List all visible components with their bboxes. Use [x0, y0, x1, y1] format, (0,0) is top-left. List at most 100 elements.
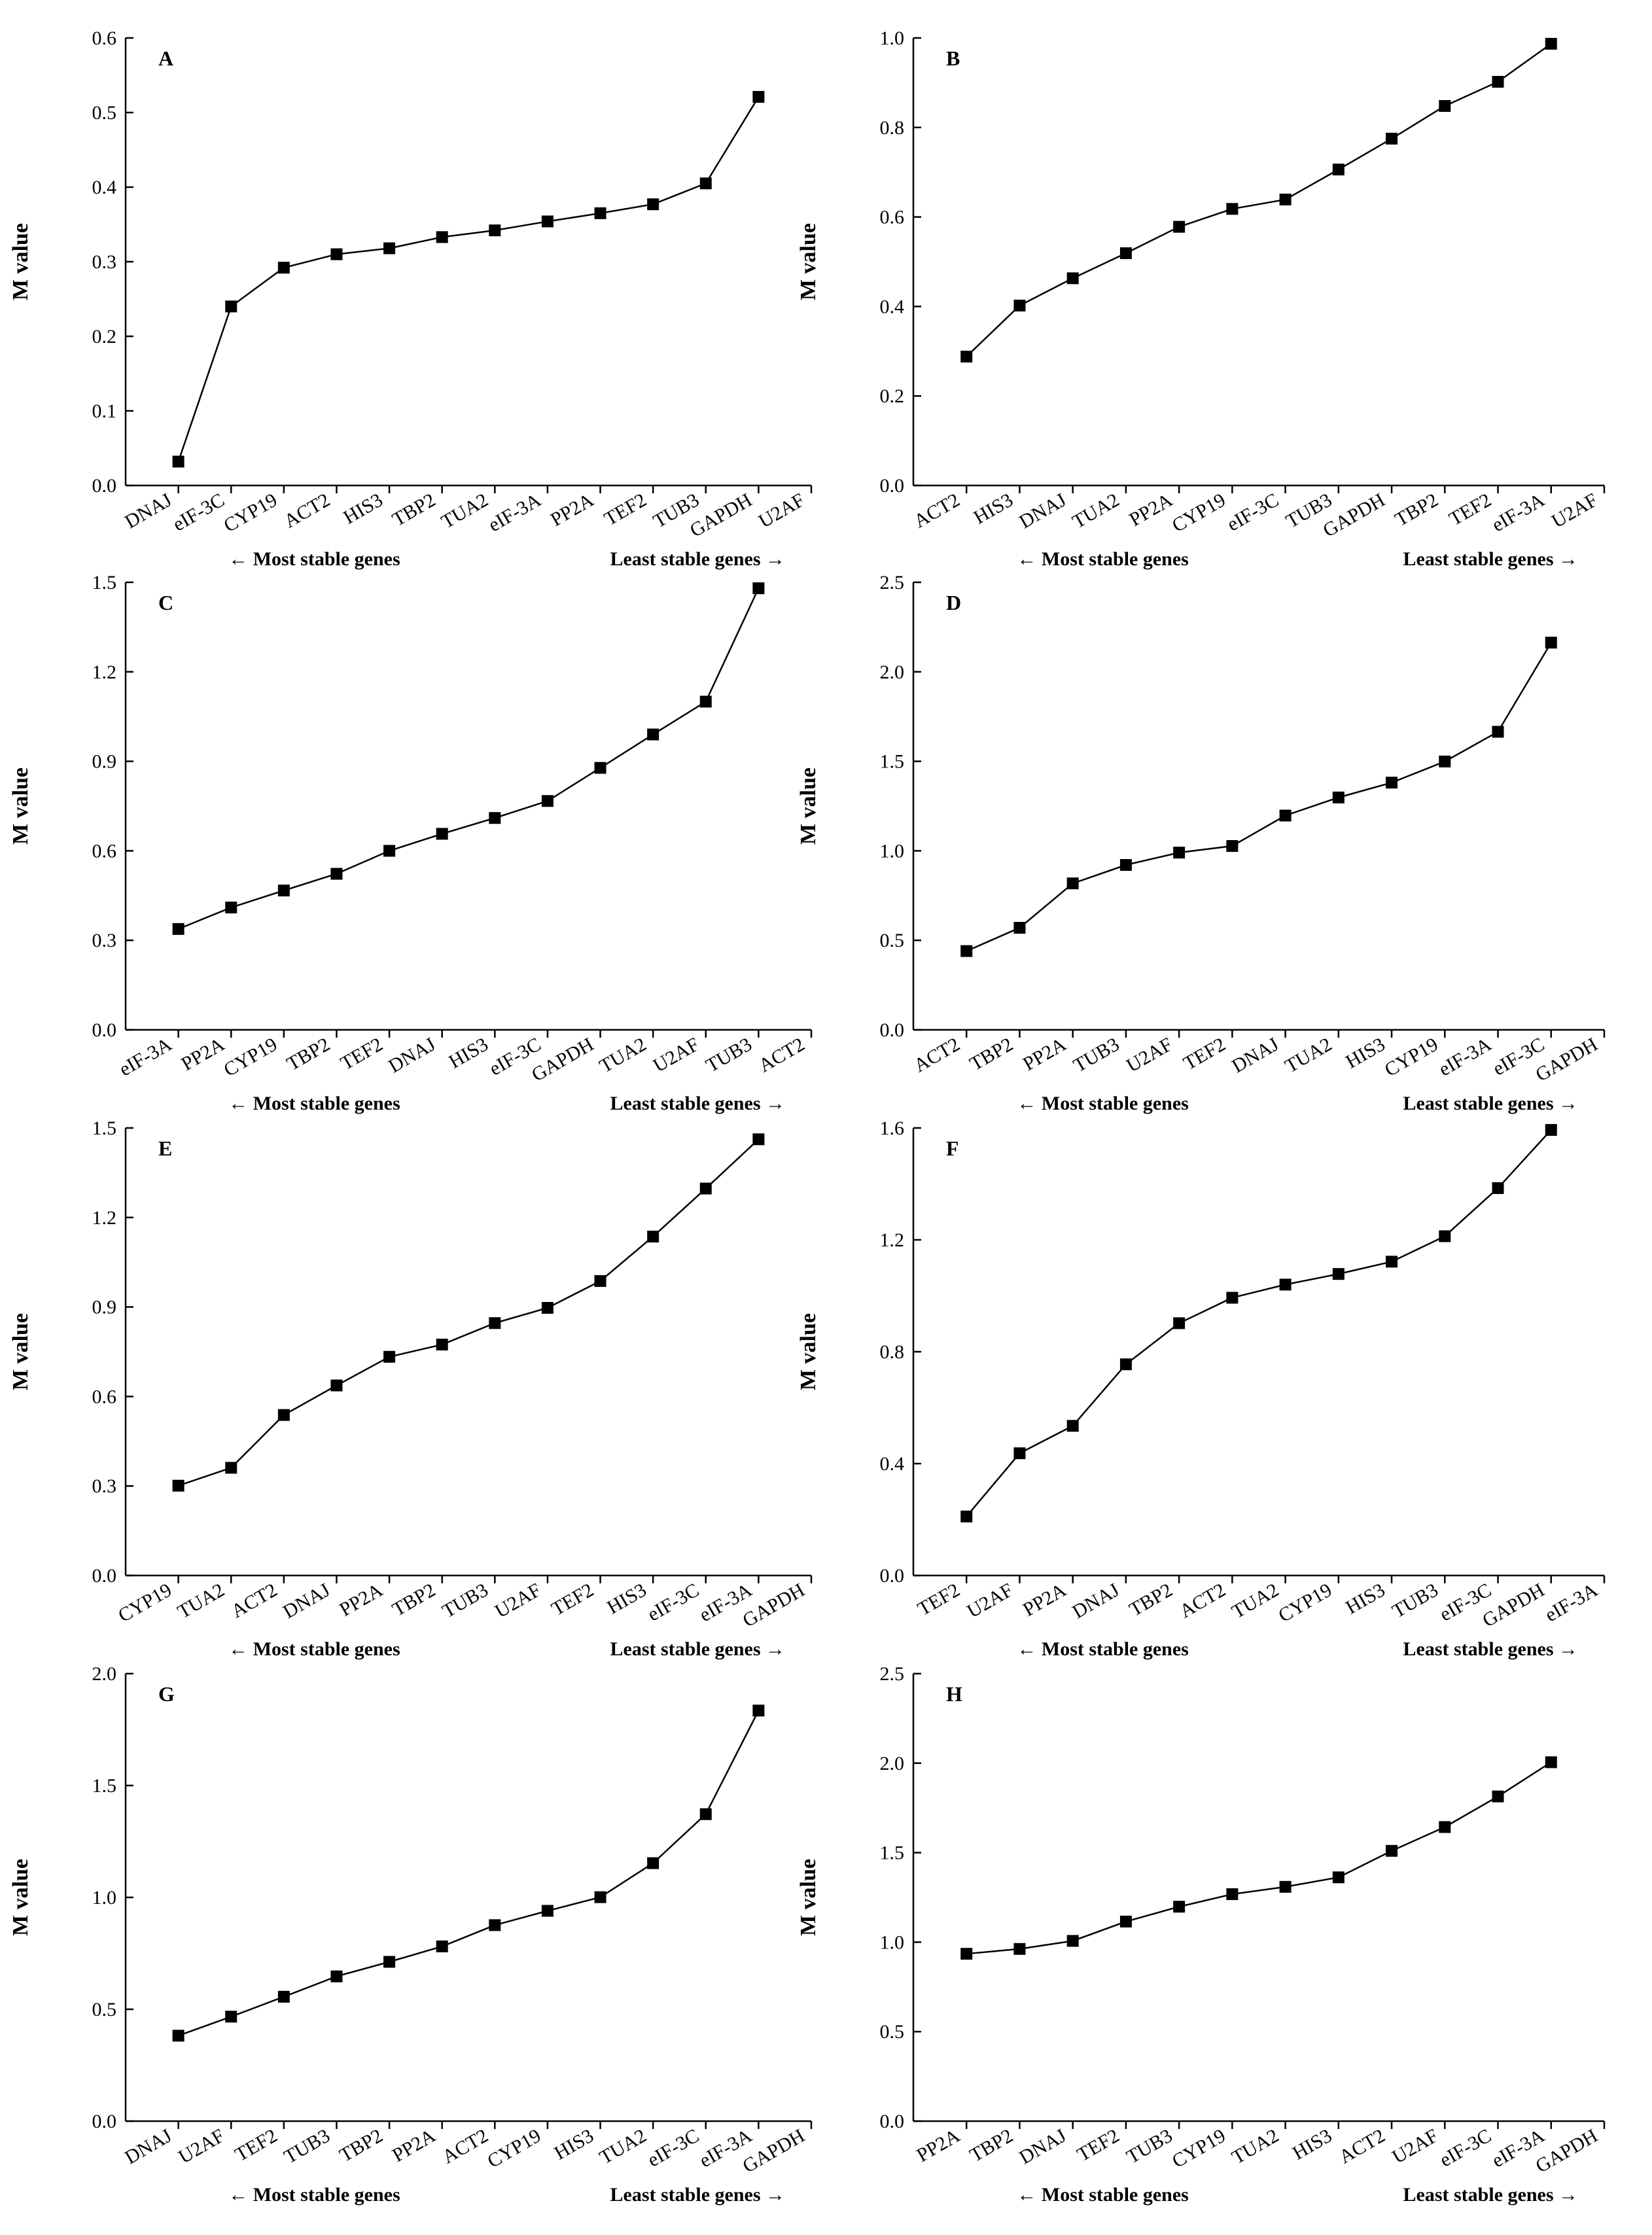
data-point: [225, 2011, 237, 2023]
data-point: [1119, 1915, 1132, 1927]
data-point: [225, 902, 237, 914]
data-point: [1173, 220, 1186, 233]
y-axis-label: M value: [796, 767, 820, 845]
data-point: [1332, 164, 1344, 176]
data-point: [594, 1275, 606, 1287]
x-tick-label: GAPDH: [739, 2124, 808, 2177]
data-point: [1386, 1256, 1398, 1268]
data-point: [1492, 1182, 1504, 1194]
data-point: [1439, 99, 1451, 112]
y-axis-label: M value: [9, 1859, 33, 1936]
data-point: [594, 762, 606, 774]
y-tick-label: 2.0: [880, 661, 905, 683]
data-point: [1013, 922, 1026, 934]
y-tick-label: 0.4: [880, 296, 905, 317]
data-point: [489, 1919, 501, 1931]
data-point: [1492, 1790, 1504, 1803]
x-tick-label: eIF-3C: [644, 2124, 703, 2171]
x-tick-label: ACT2: [910, 489, 963, 532]
data-point: [172, 2030, 185, 2042]
x-tick-label: ACT2: [755, 1033, 808, 1076]
least-stable-caption: Least stable genes →: [1403, 1638, 1578, 1660]
x-tick-label: eIF-3A: [1488, 489, 1549, 536]
x-tick-label: TBP2: [1392, 489, 1442, 531]
x-tick-label: CYP19: [1169, 2124, 1229, 2172]
y-axis-label: M value: [796, 1859, 820, 1936]
panel-letter: C: [158, 591, 173, 614]
x-tick-label: eIF-3C: [1223, 489, 1282, 535]
least-stable-caption: Least stable genes →: [610, 1638, 785, 1660]
y-tick-label: 0.5: [92, 102, 117, 124]
y-tick-label: 0.6: [880, 207, 905, 228]
data-point: [1226, 840, 1239, 853]
x-tick-label: HIS3: [970, 489, 1017, 528]
data-point: [489, 812, 501, 824]
x-tick-label: ACT2: [228, 1579, 281, 1622]
data-point: [1545, 37, 1557, 50]
data-point: [383, 242, 396, 255]
y-tick-label: 1.0: [880, 840, 905, 862]
x-tick-label: TEF2: [337, 1033, 387, 1074]
x-tick-label: U2AF: [650, 1033, 703, 1076]
x-tick-label: TBP2: [389, 1579, 439, 1621]
y-tick-label: 2.5: [880, 1663, 905, 1685]
x-tick-label: TEF2: [1445, 489, 1495, 530]
data-point: [1545, 1123, 1557, 1136]
x-tick-label: TEF2: [601, 489, 650, 530]
y-tick-label: 0.0: [880, 1565, 905, 1587]
x-tick-label: HIS3: [603, 1579, 650, 1618]
x-tick-label: eIF-3C: [169, 489, 228, 535]
y-tick-label: 2.0: [92, 1663, 117, 1685]
series-line: [966, 1129, 1552, 1517]
x-tick-label: GAPDH: [739, 1579, 808, 1631]
y-axis-label: M value: [9, 1313, 33, 1390]
x-tick-label: CYP19: [1169, 489, 1229, 537]
y-tick-label: 0.0: [92, 1019, 117, 1041]
x-tick-label: CYP19: [1381, 1033, 1442, 1081]
x-tick-label: U2AF: [1388, 2124, 1441, 2168]
data-point: [1492, 76, 1504, 88]
data-point: [277, 1990, 290, 2003]
y-tick-label: 0.4: [880, 1453, 905, 1475]
x-tick-label: TUA2: [174, 1579, 228, 1623]
x-tick-label: DNAJ: [121, 489, 175, 533]
data-point: [1013, 1447, 1026, 1460]
y-tick-label: 0.6: [92, 840, 117, 862]
most-stable-caption: ← Most stable genes: [228, 1093, 400, 1114]
y-tick-label: 1.0: [880, 1931, 905, 1953]
data-point: [330, 868, 343, 880]
x-tick-label: ACT2: [281, 489, 334, 532]
data-point: [752, 1704, 765, 1717]
data-point: [594, 207, 606, 219]
x-tick-label: eIF-3A: [1435, 1033, 1495, 1080]
data-point: [647, 728, 659, 741]
data-point: [1119, 1358, 1132, 1371]
y-tick-label: 1.5: [92, 572, 117, 593]
x-tick-label: TUA2: [596, 1033, 650, 1077]
x-tick-label: TEF2: [1180, 1033, 1229, 1074]
x-tick-label: eIF-3C: [1436, 2124, 1495, 2171]
data-point: [1066, 1420, 1079, 1432]
panel-d: 0.0 0.5 1.0 1.5 2.0 2.5 ACT2 TBP2 PP2A TUB3 U2AF TE…: [796, 572, 1606, 1114]
data-point: [752, 582, 765, 595]
y-tick-label: 0.5: [880, 930, 905, 951]
y-axis-label: M value: [9, 223, 33, 300]
data-point: [960, 1948, 973, 1960]
y-tick-label: 0.3: [92, 251, 117, 273]
x-tick-label: GAPDH: [528, 1033, 597, 1085]
y-tick-label: 1.5: [880, 1842, 905, 1864]
y-tick-label: 0.0: [92, 475, 117, 497]
x-tick-label: HIS3: [1289, 2124, 1335, 2164]
y-tick-label: 0.8: [880, 1341, 905, 1363]
series-line: [178, 1138, 760, 1487]
x-tick-label: ACT2: [1335, 2124, 1388, 2168]
y-tick-label: 1.5: [92, 1118, 117, 1139]
data-point: [489, 224, 501, 237]
data-point: [1439, 1230, 1451, 1242]
x-tick-label: TBP2: [283, 1033, 334, 1075]
x-tick-label: CYP19: [220, 489, 281, 537]
x-tick-label: TBP2: [966, 1033, 1017, 1075]
x-tick-label: eIF-3A: [1541, 1579, 1602, 1626]
y-tick-label: 1.0: [92, 1887, 117, 1909]
